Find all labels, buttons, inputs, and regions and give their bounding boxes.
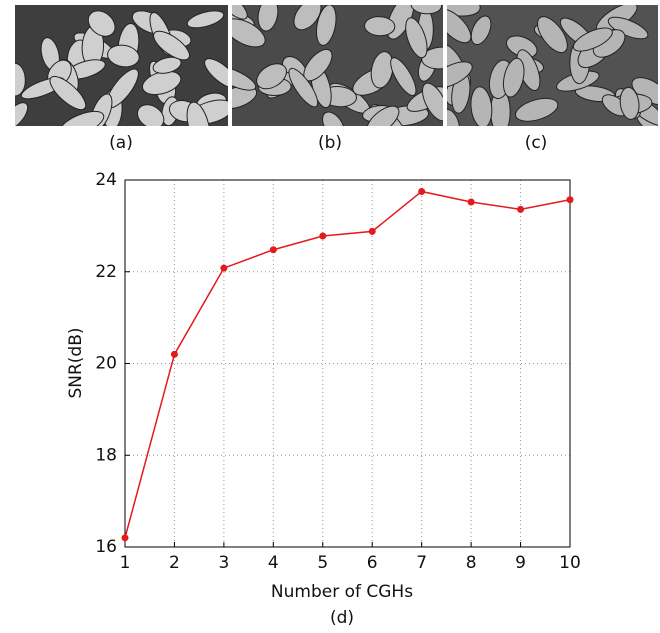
grain (514, 97, 559, 122)
caption: (c) (525, 133, 548, 153)
caption: (a) (109, 133, 133, 153)
plot-frame (124, 179, 571, 548)
x-tick-label: 8 (466, 553, 477, 573)
grain (107, 44, 140, 68)
grain (186, 10, 225, 29)
grain (256, 63, 287, 90)
grain (232, 85, 258, 110)
grain (232, 5, 248, 20)
grain (15, 102, 29, 126)
grain (447, 108, 460, 126)
grains (447, 5, 658, 126)
data-point (269, 246, 277, 254)
data-point (418, 187, 426, 195)
grain (288, 67, 319, 108)
x-axis-label: Number of CGHs (271, 582, 413, 602)
data-point (517, 205, 525, 213)
x-tick-label: 9 (515, 553, 526, 573)
x-tick-label: 10 (559, 553, 581, 573)
x-tick-label: 4 (268, 553, 279, 573)
y-axis-label: SNR(dB) (66, 327, 86, 398)
y-tick-label: 20 (95, 354, 117, 374)
grain (422, 82, 443, 122)
caption: (b) (318, 133, 342, 153)
grain (537, 16, 568, 54)
grain (232, 65, 257, 91)
grain (366, 105, 400, 126)
grain (410, 5, 443, 15)
data-point (220, 264, 228, 272)
grain (572, 27, 613, 52)
grain (58, 110, 105, 126)
grain (49, 75, 87, 111)
y-tick-label: 24 (95, 170, 117, 190)
x-tick-label: 6 (367, 553, 378, 573)
data-point (467, 198, 475, 206)
data-point (368, 227, 376, 235)
grain (405, 17, 428, 59)
y-tick-label: 16 (95, 537, 117, 557)
grain (315, 5, 337, 46)
grains (15, 10, 228, 126)
y-tick-label: 22 (95, 262, 117, 282)
grain (447, 8, 472, 44)
grain (470, 86, 493, 126)
grain (293, 5, 322, 31)
grain (470, 15, 492, 46)
data-line (124, 190, 571, 539)
grains (232, 5, 443, 126)
grain (390, 57, 417, 97)
x-tick-label: 3 (218, 553, 229, 573)
grain (502, 57, 525, 98)
x-tick-label: 5 (317, 553, 328, 573)
grain (232, 18, 266, 48)
x-tick-label: 7 (416, 553, 427, 573)
grain (204, 58, 228, 89)
grain (153, 30, 191, 61)
grain (15, 62, 26, 97)
y-tick-label: 18 (95, 445, 117, 465)
grain (447, 61, 473, 89)
grain (87, 10, 116, 37)
data-point (319, 232, 327, 240)
data-point (566, 196, 574, 204)
x-tick-label: 1 (120, 553, 131, 573)
grain (152, 56, 182, 74)
data-point (170, 350, 178, 358)
caption: (d) (330, 608, 354, 628)
grain (136, 104, 165, 126)
data-point (121, 534, 129, 542)
grain (322, 111, 345, 126)
x-tick-label: 2 (169, 553, 180, 573)
grain (186, 101, 211, 126)
grain (619, 86, 640, 120)
grain (257, 5, 279, 32)
grain (421, 46, 443, 70)
grain (364, 16, 396, 37)
